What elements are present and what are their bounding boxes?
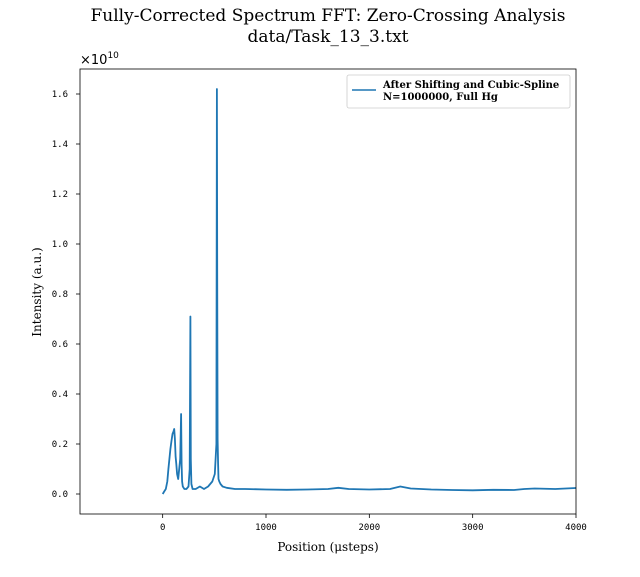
series-layer — [161, 88, 577, 495]
chart-title: Fully-Corrected Spectrum FFT: Zero-Cross… — [91, 6, 566, 26]
tick-layer: 0 1000 2000 3000 4000 0.0 0.2 0.4 0.6 0.8 1.0 1.2 1.… — [52, 90, 587, 533]
series-line — [161, 88, 577, 495]
x-tick-label: 3000 — [462, 523, 484, 533]
x-tick-label: 1000 — [255, 523, 277, 533]
chart-subtitle: data/Task_13_3.txt — [248, 27, 409, 47]
y-tick-label: 1.2 — [52, 190, 68, 200]
y-tick-label: 0.4 — [52, 390, 68, 400]
y-multiplier: ×1010 — [80, 51, 119, 68]
plot-frame — [79, 68, 577, 515]
y-tick-label: 0.8 — [52, 290, 68, 300]
y-multiplier-exponent: 10 — [107, 51, 119, 61]
legend-entry: After Shifting and Cubic-Spline — [382, 80, 559, 91]
y-tick-label: 0.0 — [52, 490, 68, 500]
x-tick-label: 0 — [160, 523, 165, 533]
y-tick-label: 1.0 — [52, 240, 68, 250]
x-axis-label: Position (μsteps) — [277, 540, 378, 554]
y-tick-label: 1.4 — [52, 140, 68, 150]
y-tick-label: 1.6 — [52, 90, 68, 100]
y-multiplier-base: ×10 — [80, 53, 107, 68]
y-tick-label: 0.2 — [52, 440, 68, 450]
legend-box — [346, 74, 571, 109]
y-axis-label: Intensity (a.u.) — [30, 247, 44, 336]
legend-entry: N=1000000, Full Hg — [383, 92, 498, 103]
y-tick-label: 0.6 — [52, 340, 68, 350]
x-tick-label: 4000 — [565, 523, 587, 533]
legend: After Shifting and Cubic-Spline N=100000… — [346, 74, 571, 109]
x-tick-label: 2000 — [358, 523, 380, 533]
